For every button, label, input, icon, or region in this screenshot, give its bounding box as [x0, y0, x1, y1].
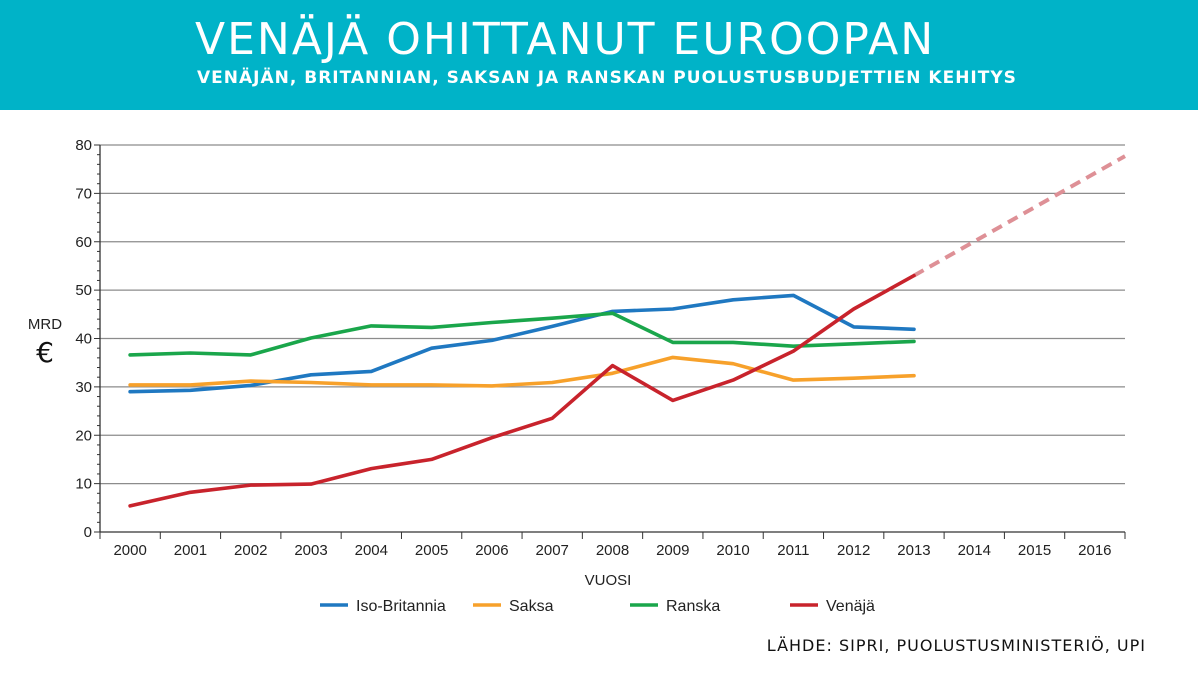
y-tick-label: 60 [75, 234, 92, 251]
x-tick-label: 2016 [1078, 542, 1111, 559]
x-tick-label: 2001 [174, 542, 207, 559]
y-axis-unit: € [36, 336, 54, 369]
x-tick-label: 2013 [897, 542, 930, 559]
x-tick-label: 2008 [596, 542, 629, 559]
projection-line-venaja [912, 154, 1126, 278]
x-axis-label: VUOSI [585, 572, 632, 589]
source-note: LÄHDE: SIPRI, PUOLUSTUSMINISTERIÖ, UPI [766, 636, 1146, 655]
x-tick-label: 2000 [113, 542, 146, 559]
header-banner: VENÄJÄ OHITTANUT EUROOPAN VENÄJÄN, BRITA… [0, 0, 1198, 110]
y-tick-label: 30 [75, 379, 92, 396]
x-tick-labels: 2000 2001 2002 2003 2004 2005 2006 2007 2008 2009… [113, 542, 1111, 559]
y-tick-label: 20 [75, 427, 92, 444]
x-tick-label: 2009 [656, 542, 689, 559]
series-line-saksa [128, 355, 916, 388]
y-tick-label: 10 [75, 476, 92, 493]
x-tick-label: 2011 [777, 542, 809, 559]
legend-label: Saksa [509, 598, 554, 615]
x-tick-label: 2014 [958, 542, 991, 559]
series-line-ven-j- [128, 273, 916, 508]
y-tick-label: 70 [75, 185, 92, 202]
series-line-ranska [128, 311, 916, 357]
series-lines [128, 154, 1126, 508]
x-tick-label: 2015 [1018, 542, 1051, 559]
x-tick-label: 2004 [355, 542, 388, 559]
x-tick-label: 2003 [294, 542, 327, 559]
legend-label: Ranska [666, 598, 720, 615]
grid-lines [100, 144, 1125, 485]
y-tick-labels: 0 10 20 30 40 50 60 70 80 [75, 137, 92, 541]
legend: Iso-Britannia Saksa Ranska Venäjä [320, 598, 875, 615]
y-tick-label: 50 [75, 282, 92, 299]
x-tick-label: 2010 [716, 542, 749, 559]
legend-label: Venäjä [826, 598, 875, 615]
axes [94, 144, 1126, 539]
chart-title: VENÄJÄ OHITTANUT EUROOPAN [195, 14, 936, 65]
x-tick-label: 2007 [536, 542, 569, 559]
chart-subtitle: VENÄJÄN, BRITANNIAN, SAKSAN JA RANSKAN P… [197, 68, 1017, 88]
y-tick-label: 0 [84, 524, 92, 541]
legend-label: Iso-Britannia [356, 598, 446, 615]
y-tick-label: 80 [75, 137, 92, 154]
x-tick-label: 2005 [415, 542, 448, 559]
series-line-iso-britannia [128, 293, 916, 394]
x-tick-label: 2002 [234, 542, 267, 559]
x-tick-label: 2012 [837, 542, 870, 559]
y-tick-label: 40 [75, 331, 92, 348]
x-tick-label: 2006 [475, 542, 508, 559]
y-axis-label: MRD [28, 316, 62, 333]
